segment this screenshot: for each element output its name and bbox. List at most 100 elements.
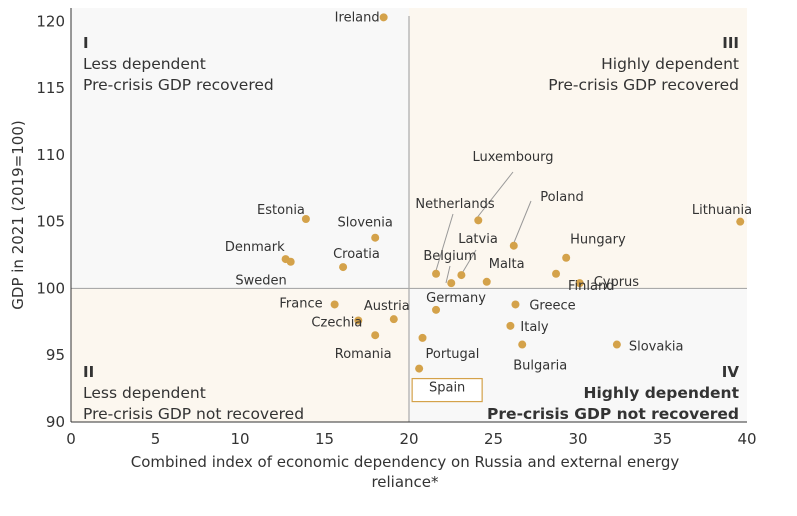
quadrant-III-line1: Highly dependent — [601, 55, 739, 73]
y-tick-label: 110 — [36, 146, 65, 164]
y-tick-label: 105 — [36, 213, 65, 231]
label-estonia: Estonia — [257, 203, 305, 218]
quadrant-II-bg — [71, 288, 409, 422]
y-tick-label: 120 — [36, 12, 65, 30]
point-netherlands — [432, 269, 441, 278]
label-croatia: Croatia — [333, 247, 380, 262]
point-belgium — [447, 279, 456, 288]
point-estonia — [301, 215, 310, 224]
label-italy: Italy — [520, 320, 549, 335]
quadrant-I-line1: Less dependent — [83, 55, 206, 73]
label-lithuania: Lithuania — [692, 203, 752, 218]
point-poland — [509, 241, 518, 250]
x-axis-title-line2: reliance* — [371, 473, 439, 491]
threshold-lines — [71, 16, 747, 422]
point-hungary — [562, 253, 571, 262]
x-tick-label: 5 — [151, 430, 161, 448]
point-sweden — [286, 257, 295, 266]
highlight-box-spain — [411, 377, 483, 403]
quadrant-II-line2: Pre-crisis GDP not recovered — [83, 405, 304, 423]
point-latvia — [457, 271, 466, 280]
quadrant-I-line2: Pre-crisis GDP recovered — [83, 76, 274, 94]
quadrant-III-bg — [409, 8, 747, 289]
x-tick-label: 35 — [653, 430, 672, 448]
quadrant-I-bg — [71, 8, 409, 289]
quadrant-IV-number: IV — [722, 363, 740, 381]
label-finland: Finland — [568, 279, 614, 294]
quadrant-backgrounds — [71, 8, 747, 422]
point-france — [330, 300, 339, 309]
label-netherlands: Netherlands — [415, 197, 494, 212]
quadrant-III-line2: Pre-crisis GDP recovered — [548, 76, 739, 94]
leader-line-latvia — [460, 249, 477, 276]
quadrant-III-number: III — [722, 34, 739, 52]
label-romania: Romania — [335, 347, 392, 362]
point-ireland — [379, 13, 388, 22]
point-austria — [389, 315, 398, 324]
leader-line-belgium — [445, 265, 451, 284]
label-germany: Germany — [426, 291, 486, 306]
point-malta — [482, 277, 491, 286]
label-denmark: Denmark — [225, 240, 285, 255]
y-axis-title: GDP in 2021 (2019=100) — [9, 120, 27, 309]
x-tick-label: 25 — [484, 430, 503, 448]
point-bulgaria — [518, 340, 527, 349]
x-axis-title-line1: Combined index of economic dependency on… — [131, 453, 680, 471]
quadrant-II-line1: Less dependent — [83, 384, 206, 402]
point-romania — [371, 331, 380, 340]
y-tick-label: 90 — [46, 413, 65, 431]
quadrant-IV-line1: Highly dependent — [583, 384, 739, 402]
point-greece — [511, 300, 520, 309]
point-finland — [552, 269, 561, 278]
y-tick-label: 95 — [46, 346, 65, 364]
label-slovakia: Slovakia — [629, 340, 684, 355]
label-sweden: Sweden — [235, 274, 286, 289]
point-slovenia — [371, 233, 380, 242]
label-austria: Austria — [364, 299, 410, 314]
label-hungary: Hungary — [570, 233, 626, 248]
label-belgium: Belgium — [423, 249, 476, 264]
x-tick-label: 10 — [230, 430, 249, 448]
leader-line-netherlands — [434, 213, 454, 275]
label-greece: Greece — [529, 298, 575, 313]
leader-lines — [434, 171, 532, 284]
x-tick-label: 40 — [737, 430, 756, 448]
y-tick-label: 100 — [36, 279, 65, 297]
leader-line-luxembourg — [475, 171, 514, 220]
axes: 0 5 10 15 20 25 30 35 40 90 95 100 105 110 115 120 — [36, 8, 757, 448]
point-labels: Ireland Luxembourg Poland Lithuania Netherla… — [225, 10, 752, 403]
x-tick-label: 30 — [568, 430, 587, 448]
point-portugal — [418, 333, 427, 342]
data-points — [281, 13, 745, 373]
label-malta: Malta — [489, 257, 525, 272]
label-france: France — [279, 296, 322, 311]
label-bulgaria: Bulgaria — [513, 359, 567, 374]
point-lithuania — [736, 217, 745, 226]
point-slovakia — [612, 340, 621, 349]
label-czechia: Czechia — [311, 316, 362, 331]
quadrant-IV-line2: Pre-crisis GDP not recovered — [487, 405, 739, 423]
label-slovenia: Slovenia — [338, 216, 393, 231]
axis-titles: Combined index of economic dependency on… — [9, 120, 679, 491]
point-czechia — [354, 316, 363, 325]
point-luxembourg — [474, 216, 483, 225]
point-croatia — [339, 263, 348, 272]
point-germany — [432, 305, 441, 314]
label-luxembourg: Luxembourg — [472, 150, 553, 165]
leader-line-poland — [512, 200, 532, 246]
quadrant-I-number: I — [83, 34, 89, 52]
x-tick-label: 20 — [399, 430, 418, 448]
label-spain: Spain — [429, 381, 465, 396]
point-cyprus — [575, 279, 584, 288]
label-cyprus: Cyprus — [594, 275, 640, 290]
y-tick-label: 115 — [36, 79, 65, 97]
label-ireland: Ireland — [335, 10, 380, 25]
point-spain — [415, 364, 424, 373]
quadrant-II-number: II — [83, 363, 94, 381]
label-latvia: Latvia — [458, 232, 498, 247]
label-poland: Poland — [540, 190, 583, 205]
x-tick-label: 0 — [66, 430, 76, 448]
point-italy — [506, 321, 515, 330]
label-portugal: Portugal — [426, 347, 480, 362]
